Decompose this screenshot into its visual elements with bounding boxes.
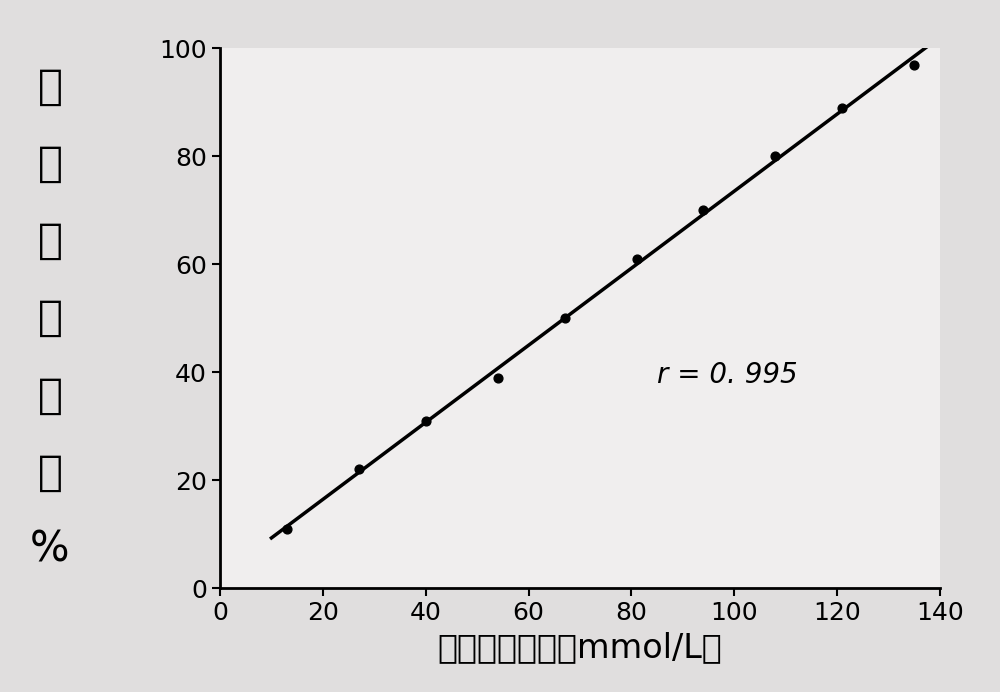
Point [490,372,506,383]
X-axis label: 亚硝酸盐浓度（mmol/L）: 亚硝酸盐浓度（mmol/L） [438,631,722,664]
Point [279,523,295,534]
Point [557,313,573,324]
Point [351,464,367,475]
Point [834,102,850,113]
Point [695,205,711,216]
Text: 高: 高 [38,66,62,108]
Point [906,59,922,70]
Text: 白: 白 [38,452,62,493]
Text: 血: 血 [38,220,62,262]
Point [629,253,645,264]
Text: 铁: 铁 [38,143,62,185]
Text: 红: 红 [38,298,62,339]
Point [418,415,434,426]
Text: r = 0. 995: r = 0. 995 [657,361,798,389]
Text: %: % [30,529,70,571]
Point [767,151,783,162]
Text: 蛋: 蛋 [38,374,62,417]
